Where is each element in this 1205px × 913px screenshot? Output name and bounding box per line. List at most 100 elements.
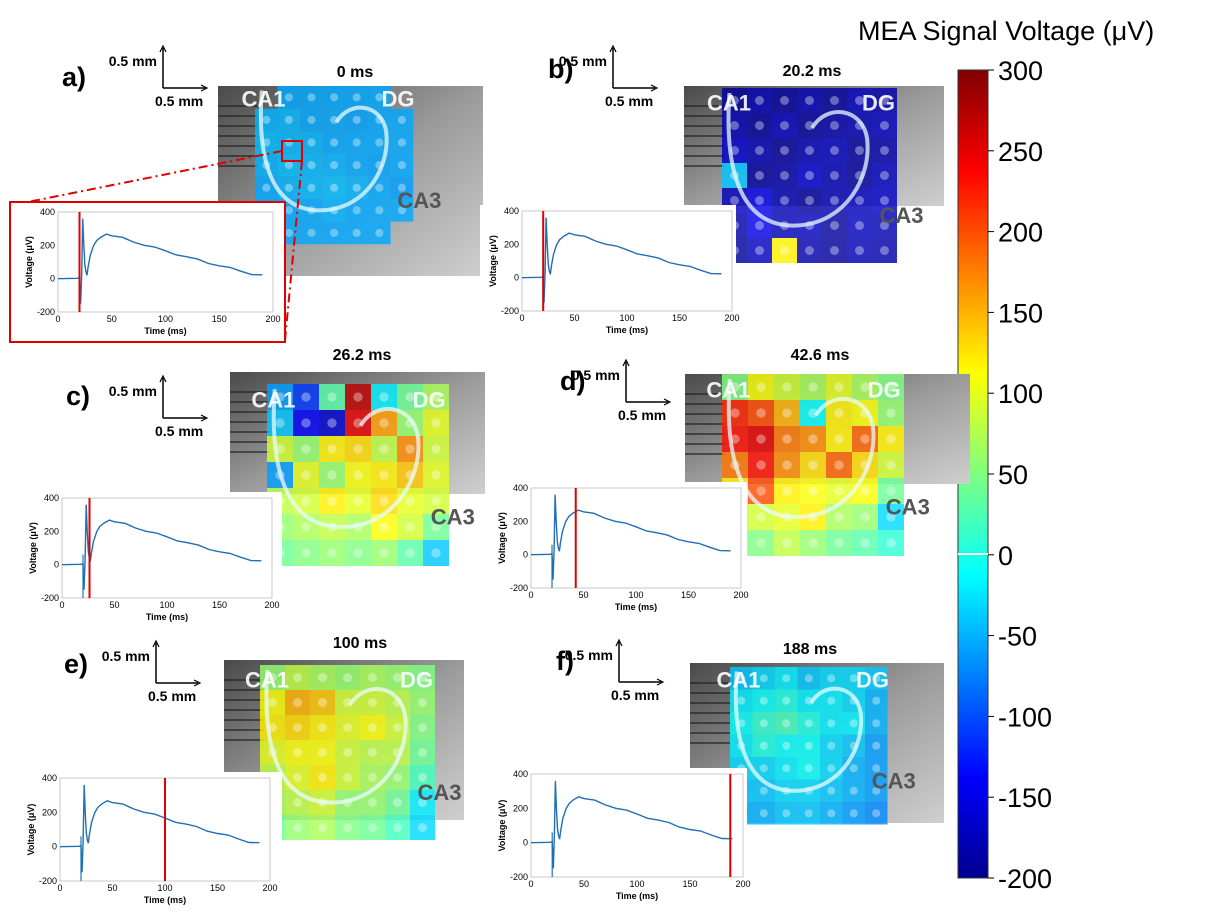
electrode [756, 434, 766, 444]
electrode [375, 183, 384, 192]
electrode [782, 674, 791, 683]
heatmap-cell [752, 667, 775, 690]
heatmap-cell [335, 715, 360, 740]
heatmap-cell [322, 131, 346, 154]
trace-axes-box [521, 210, 733, 312]
scale-arrow-right [663, 398, 672, 406]
electrode [827, 764, 836, 773]
heatmap-cell [371, 462, 397, 488]
heatmap-cell [300, 86, 323, 109]
heatmap-cell [826, 530, 852, 556]
trace-axes-box [57, 211, 274, 313]
heatmap-cell [385, 665, 410, 690]
heatmap-cell [345, 221, 368, 245]
electrode [782, 408, 792, 418]
heatmap-cell [285, 690, 310, 715]
heatmap-cell [385, 790, 410, 815]
electrode [872, 786, 881, 795]
electrode [830, 171, 839, 180]
electrode [284, 93, 293, 102]
electrode [804, 764, 813, 773]
heatmap-cell [747, 88, 772, 113]
heatmap-cell [285, 715, 310, 740]
scale-label-horizontal: 0.5 mm [618, 407, 666, 423]
electrode [880, 196, 889, 205]
heatmap-cell [865, 712, 888, 735]
electrode [756, 382, 766, 392]
heatmap-cell [797, 802, 820, 825]
heatmap-cell [872, 113, 897, 138]
electrode [397, 138, 406, 147]
heatmap-cell [423, 540, 449, 566]
scale-label-vertical: 0.5 mm [102, 648, 150, 664]
colorbar-tick-label: 50 [998, 460, 1028, 490]
trace-xtick-label: 50 [579, 879, 589, 889]
electrode [301, 418, 311, 428]
voltage-trace [61, 504, 262, 590]
electrode [759, 741, 768, 750]
heatmap-cell [842, 802, 865, 825]
scale-label-horizontal: 0.5 mm [148, 688, 196, 704]
heatmap-cell [820, 802, 843, 825]
trace-ytick-label: 200 [40, 240, 55, 250]
electrode [830, 196, 839, 205]
scale-label-vertical: 0.5 mm [109, 383, 157, 399]
panel-time: 26.2 ms [333, 347, 392, 364]
electrode [379, 444, 389, 454]
heatmap-cell [852, 530, 878, 556]
region-label-dg: DG [856, 667, 889, 692]
electrode [343, 748, 352, 757]
electrode [379, 522, 389, 532]
heatmap-cell [319, 488, 345, 514]
heatmap-cell [423, 488, 449, 514]
heatmap-cell [772, 163, 797, 188]
heatmap-cell [319, 540, 345, 566]
heatmap-cell [345, 462, 371, 488]
trace-xlabel: Time (ms) [144, 326, 186, 336]
region-label-ca3: CA3 [397, 188, 441, 213]
heatmap-cell [322, 176, 346, 199]
electrode [759, 674, 768, 683]
trace-xtick-label: 100 [159, 600, 174, 610]
heatmap-cell [310, 740, 335, 765]
heatmap-cell [872, 138, 897, 163]
electrode [782, 764, 791, 773]
trace-xtick-label: 200 [264, 600, 279, 610]
electrode [318, 748, 327, 757]
electrode [293, 798, 302, 807]
electrode [834, 460, 844, 470]
electrode [284, 115, 293, 124]
electrode [886, 538, 896, 548]
electrode [759, 809, 768, 818]
electrode [730, 196, 739, 205]
electrode [431, 522, 441, 532]
panel-label: d) [560, 366, 585, 396]
electrode [284, 161, 293, 170]
heatmap-cell [423, 436, 449, 462]
panel-e: CA1 DG CA3 e) 100 ms 0.5 mm 0.5 mm 0 50 100 150 200… [10, 635, 464, 912]
heatmap-cell [822, 88, 847, 113]
trace-ytick-label: -200 [501, 306, 519, 316]
heatmap-cell [872, 163, 897, 188]
electrode [737, 674, 746, 683]
colorbar: MEA Signal Voltage (μV) 300 250 200 150 100 5… [858, 16, 1154, 894]
heatmap-cell [293, 384, 319, 410]
heatmap-cell [267, 436, 293, 462]
trace-xtick-label: 150 [682, 879, 697, 889]
electrode [431, 392, 441, 402]
heatmap-cell [385, 765, 410, 790]
trace-xlabel: Time (ms) [616, 891, 658, 901]
panel-time: 100 ms [333, 635, 387, 652]
heatmap-cell [260, 665, 285, 690]
heatmap-cell [371, 384, 397, 410]
electrode [330, 138, 339, 147]
zoom-line-left [27, 150, 283, 203]
electrode [405, 496, 415, 506]
hippocampus-outline [726, 379, 876, 520]
electrode [397, 161, 406, 170]
trace-ytick-label: 400 [42, 773, 57, 783]
heatmap-cell [410, 665, 435, 690]
electrode [330, 93, 339, 102]
electrode [307, 115, 316, 124]
trace-ytick-label: 200 [504, 239, 519, 249]
